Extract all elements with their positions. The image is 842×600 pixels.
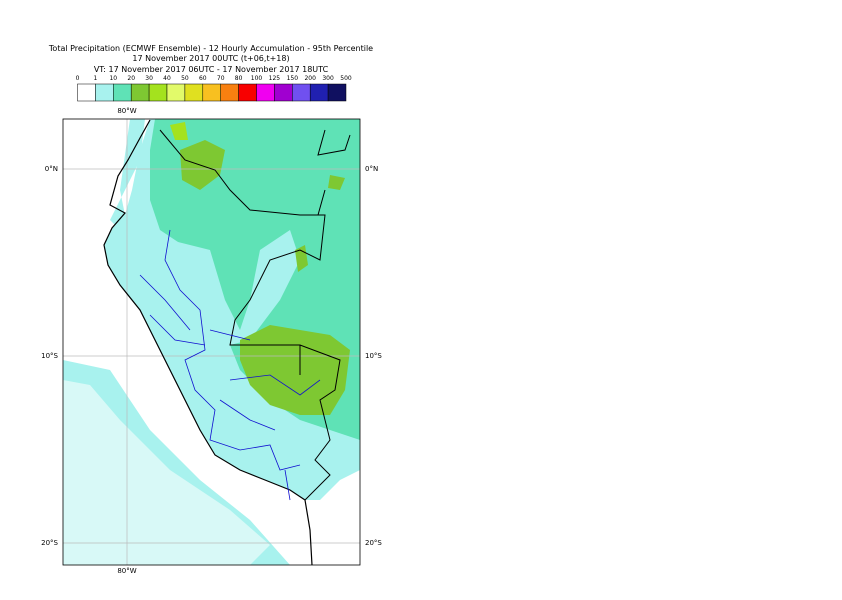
legend-label: 20 bbox=[127, 75, 135, 82]
legend-label: 60 bbox=[199, 75, 207, 82]
legend-swatch bbox=[256, 83, 275, 102]
legend-swatch bbox=[148, 83, 168, 102]
lat-label: 0°N bbox=[45, 165, 58, 173]
legend-label: 30 bbox=[145, 75, 153, 82]
legend-swatch bbox=[95, 83, 114, 102]
lat-label: 10°S bbox=[41, 352, 58, 360]
legend-swatch bbox=[113, 83, 132, 102]
legend-swatch bbox=[220, 83, 239, 102]
map-frame bbox=[62, 118, 361, 566]
legend-swatch bbox=[184, 83, 204, 102]
legend-swatch bbox=[77, 83, 96, 102]
legend-swatch bbox=[238, 83, 257, 102]
legend-label: 150 bbox=[287, 75, 299, 82]
title: Total Precipitation (ECMWF Ensemble) - 1… bbox=[48, 44, 373, 53]
lat-label: 20°S bbox=[365, 539, 382, 547]
legend-label: 0 bbox=[76, 75, 80, 82]
legend-label: 50 bbox=[181, 75, 189, 82]
legend: 0 1 10 20 30 40 50 60 70 80 100 125 150 200 300 500 bbox=[76, 75, 352, 102]
legend-label: 200 bbox=[304, 75, 316, 82]
legend-label: 1 bbox=[93, 75, 97, 82]
legend-label: 100 bbox=[251, 75, 263, 82]
legend-label: 125 bbox=[269, 75, 281, 82]
legend-swatch bbox=[309, 83, 329, 102]
legend-swatch bbox=[130, 83, 150, 102]
map bbox=[63, 119, 360, 565]
lat-label: 20°S bbox=[41, 539, 58, 547]
subtitle: 17 November 2017 00UTC (t+06,t+18) bbox=[132, 54, 289, 63]
legend-label: 500 bbox=[340, 75, 352, 82]
legend-label: 40 bbox=[163, 75, 171, 82]
legend-swatch bbox=[274, 83, 293, 102]
legend-label: 80 bbox=[235, 75, 243, 82]
legend-swatch bbox=[292, 83, 311, 102]
legend-swatch bbox=[166, 83, 186, 102]
legend-label: 10 bbox=[109, 75, 117, 82]
legend-label: 70 bbox=[217, 75, 225, 82]
lon-label: 80°W bbox=[117, 107, 136, 115]
valid-time: VT: 17 November 2017 06UTC - 17 November… bbox=[94, 65, 329, 74]
legend-label: 300 bbox=[322, 75, 334, 82]
legend-swatch bbox=[327, 83, 347, 102]
lat-label: 0°N bbox=[365, 165, 378, 173]
lat-label: 10°S bbox=[365, 352, 382, 360]
lon-label: 80°W bbox=[117, 567, 136, 575]
legend-swatch bbox=[202, 83, 221, 102]
